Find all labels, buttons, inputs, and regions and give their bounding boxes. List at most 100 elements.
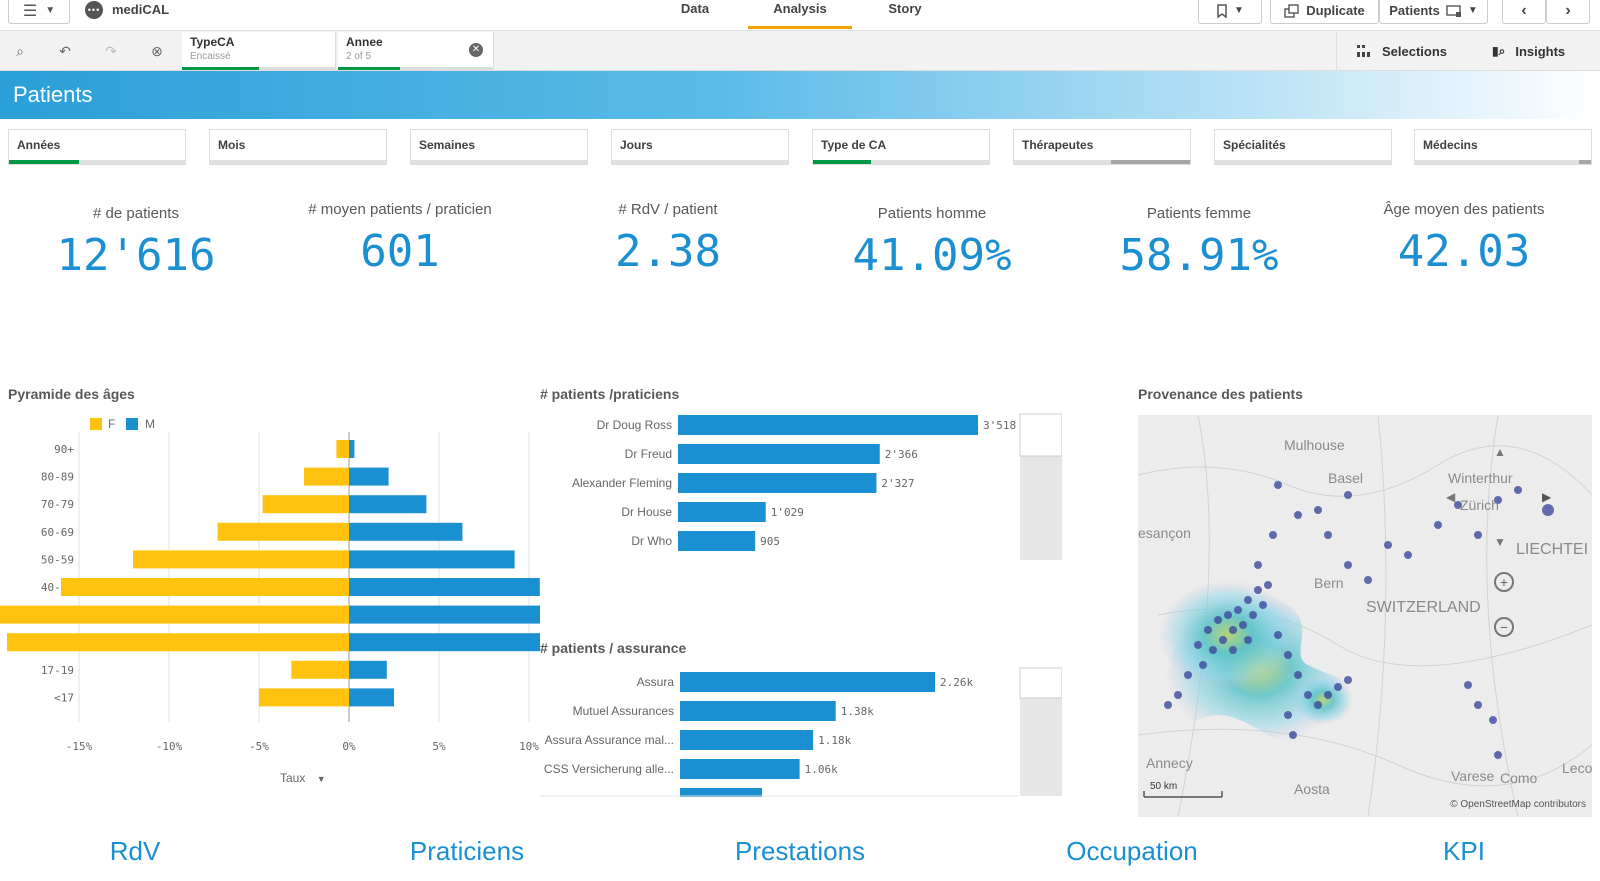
value-label: 2'327	[881, 477, 914, 490]
caret-down-icon: ▼	[316, 774, 326, 784]
kpi-nombre-patients[interactable]: # de patients 12'616	[6, 205, 266, 281]
clear-selection-icon[interactable]: ✕	[469, 43, 483, 57]
bar-male	[349, 688, 394, 707]
duplicate-button[interactable]: Duplicate	[1270, 0, 1379, 24]
selection-chip-typeca[interactable]: TypeCA Encaissé	[182, 32, 336, 70]
pan-down-icon[interactable]: ▼	[1494, 535, 1506, 549]
selections-button[interactable]: Selections	[1336, 32, 1466, 70]
scrollbar-thumb	[1019, 413, 1062, 457]
pan-right-icon[interactable]: ▶	[1542, 490, 1552, 504]
kpi-age-moyen[interactable]: Âge moyen des patients 42.03	[1334, 201, 1594, 277]
selections-label: Selections	[1381, 43, 1448, 59]
nav-link-occupation[interactable]: Occupation	[1066, 836, 1198, 866]
bookmark-button[interactable]: ▼	[1198, 0, 1262, 24]
pan-up-icon[interactable]: ▲	[1494, 445, 1506, 459]
filter-mois[interactable]: Mois	[209, 129, 387, 165]
bar-female	[259, 688, 349, 707]
clear-all-button[interactable]: ⊗	[146, 41, 168, 61]
kpi-patients-homme[interactable]: Patients homme 41.09%	[802, 205, 1062, 281]
filter-label: Années	[17, 138, 61, 152]
tab-analysis[interactable]: Analysis	[748, 0, 852, 29]
filter-state-bar	[1415, 160, 1591, 164]
category-label: Assura	[637, 675, 675, 689]
filter-type-de-ca[interactable]: Type de CA	[812, 129, 990, 165]
y-tick-label: 80-89	[41, 471, 74, 484]
category-label: CSS Versicherung alle...	[544, 762, 674, 776]
tab-data[interactable]: Data	[680, 1, 710, 16]
pyramid-x-axis-dropdown[interactable]: Taux ▼	[280, 771, 326, 785]
filter-state-bar	[813, 160, 989, 164]
filter-label: Type de CA	[821, 138, 887, 152]
filter-annees[interactable]: Années	[8, 129, 186, 165]
pan-left-icon[interactable]: ◀	[1446, 490, 1456, 504]
bar-male	[349, 633, 540, 652]
nav-link-prestations[interactable]: Prestations	[734, 836, 866, 866]
tab-story[interactable]: Story	[888, 1, 922, 16]
sheet-selector-button[interactable]: Patients ▼	[1379, 0, 1488, 24]
step-back-button[interactable]: ↶	[54, 41, 76, 61]
kpi-title: Patients homme	[877, 205, 987, 222]
nav-link-kpi[interactable]: KPI	[1443, 836, 1485, 866]
nav-link-praticiens[interactable]: Praticiens	[409, 836, 525, 866]
step-forward-icon: ↷	[105, 42, 117, 59]
kpi-patients-femme[interactable]: Patients femme 58.91%	[1069, 205, 1329, 281]
category-label: Alexander Fleming	[572, 476, 672, 490]
bar	[678, 502, 766, 522]
patients-origin-map[interactable]: Mulhouse Basel Winterthur Zürich esançon…	[1138, 415, 1592, 817]
kpi-title: # RdV / patient	[618, 201, 718, 218]
filter-label: Jours	[620, 138, 653, 152]
filter-specialites[interactable]: Spécialités	[1214, 129, 1392, 165]
value-label: 1.18k	[818, 734, 851, 747]
praticiens-chart-title: # patients /praticiens	[540, 386, 680, 402]
filter-label: Médecins	[1423, 138, 1478, 152]
map-city-label: Zürich	[1460, 497, 1499, 513]
value-label: 1'029	[771, 506, 804, 519]
filter-jours[interactable]: Jours	[611, 129, 789, 165]
value-label: 2'366	[885, 448, 918, 461]
kpi-rdv-patient[interactable]: # RdV / patient 2.38	[538, 201, 798, 277]
bar	[678, 531, 756, 551]
next-sheet-button[interactable]: ›	[1546, 0, 1590, 24]
step-forward-button[interactable]: ↷	[100, 41, 122, 61]
value-label: 1.06k	[805, 763, 838, 776]
y-tick-label: 70-79	[41, 498, 74, 511]
smart-search-button[interactable]: ⌕	[9, 41, 31, 61]
zoom-out-icon[interactable]: −	[1494, 617, 1514, 637]
map-city-label: Leco	[1562, 760, 1592, 776]
zoom-in-icon[interactable]: +	[1494, 572, 1514, 592]
map-attribution[interactable]: © OpenStreetMap contributors	[1450, 799, 1586, 810]
selections-icon	[1356, 45, 1370, 57]
bar-male	[349, 605, 540, 624]
bar-female	[7, 633, 349, 652]
kpi-value: 12'616	[56, 230, 216, 281]
kpi-moyen-patients-praticien[interactable]: # moyen patients / praticien 601	[270, 201, 530, 277]
bar-male	[349, 578, 540, 596]
filter-semaines[interactable]: Semaines	[410, 129, 588, 165]
previous-sheet-button[interactable]: ‹	[1502, 0, 1546, 24]
bar-male	[349, 495, 427, 514]
filter-medecins[interactable]: Médecins	[1414, 129, 1592, 165]
bar-female	[217, 522, 349, 541]
y-tick-label: 60-69	[41, 526, 74, 539]
filter-therapeutes[interactable]: Thérapeutes	[1013, 129, 1191, 165]
y-tick-label: 17-19	[41, 664, 74, 677]
category-label: Mutuel Assurances	[573, 704, 674, 718]
nav-link-rdv[interactable]: RdV	[109, 836, 161, 866]
navigation-menu-button[interactable]: ☰ ▼	[8, 0, 70, 24]
hamburger-icon: ☰	[22, 2, 38, 20]
assurance-chart-title: # patients / assurance	[540, 640, 687, 656]
insights-button[interactable]: ▮⌕ Insights	[1492, 32, 1592, 70]
assurance-bar-chart[interactable]: Assura 2.26k Mutuel Assurances 1.38k Assura …	[540, 664, 1062, 797]
map-city-label: Varese	[1451, 768, 1495, 784]
sheet-header: Patients	[0, 71, 1600, 119]
bar-female	[262, 495, 349, 514]
map-city-label: Basel	[1328, 470, 1364, 486]
app-name: mediCAL	[112, 2, 170, 17]
praticiens-bar-chart[interactable]: Dr Doug Ross 3'518 Dr Freud 2'366 Alexander …	[540, 410, 1062, 560]
selection-chip-annee[interactable]: Annee 2 of 5 ✕	[338, 32, 494, 70]
value-label: 905	[760, 535, 780, 548]
scrollbar-thumb	[1019, 667, 1062, 699]
duplicate-icon	[1284, 3, 1299, 18]
age-pyramid-chart[interactable]: -15% -10% -5% 0% 5% 10% F M 90+ 80-89 70-79 60-69 50…	[0, 410, 540, 795]
bar-female	[336, 440, 349, 458]
